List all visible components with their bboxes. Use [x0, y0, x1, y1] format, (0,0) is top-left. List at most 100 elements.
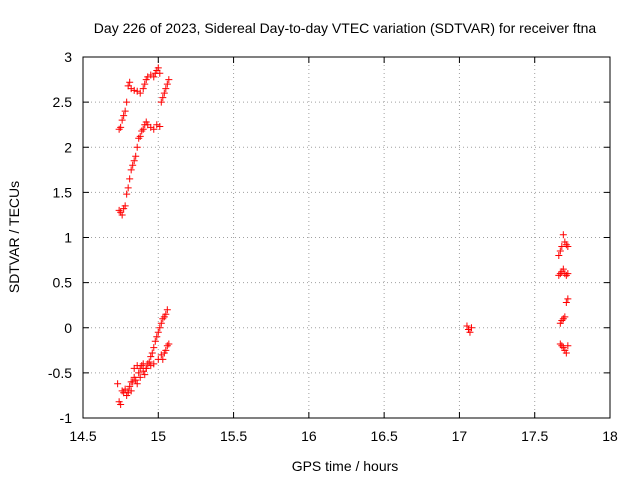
x-tick-label: 18 — [602, 428, 618, 444]
data-point — [162, 85, 170, 93]
data-point — [555, 252, 563, 260]
data-point — [467, 324, 475, 332]
data-point — [153, 121, 161, 129]
y-tick-label: -0.5 — [48, 365, 72, 381]
data-point — [142, 364, 150, 372]
data-point — [564, 295, 572, 303]
x-tick-label: 15.5 — [220, 428, 247, 444]
data-point — [163, 342, 171, 350]
data-point — [130, 157, 138, 165]
data-point — [127, 166, 135, 174]
data-point — [133, 362, 141, 370]
data-point — [148, 349, 156, 357]
data-point — [121, 202, 129, 210]
x-tick-label: 16.5 — [371, 428, 398, 444]
x-tick-label: 15 — [150, 428, 166, 444]
data-point — [147, 362, 155, 370]
data-point — [151, 337, 159, 345]
y-tick-label: -1 — [60, 410, 73, 426]
data-point — [132, 376, 140, 384]
data-point — [159, 315, 167, 323]
data-point — [150, 360, 158, 368]
x-tick-label: 17.5 — [521, 428, 548, 444]
data-point — [120, 112, 128, 120]
data-point — [147, 71, 155, 79]
chart-title: Day 226 of 2023, Sidereal Day-to-day VTE… — [94, 20, 597, 36]
data-point — [139, 360, 147, 368]
data-point — [133, 380, 141, 388]
plot-frame — [82, 56, 611, 419]
data-point — [136, 373, 144, 381]
data-point — [118, 116, 126, 124]
data-point — [556, 247, 564, 255]
data-point — [157, 351, 165, 359]
y-tick-label: 0.5 — [53, 275, 73, 291]
data-point — [165, 340, 173, 348]
data-point — [562, 298, 570, 306]
y-tick-label: 3 — [64, 49, 72, 65]
x-tick-label: 17 — [452, 428, 468, 444]
data-point — [157, 98, 165, 106]
data-point — [129, 161, 137, 169]
y-tick-label: 1.5 — [53, 184, 73, 200]
data-point — [558, 342, 566, 350]
data-point — [154, 64, 162, 72]
data-point — [145, 358, 153, 366]
x-tick-label: 16 — [301, 428, 317, 444]
data-point — [121, 107, 129, 115]
data-point — [163, 80, 171, 88]
data-point — [126, 382, 134, 390]
data-point — [123, 98, 131, 106]
y-tick-label: 0 — [64, 320, 72, 336]
data-point — [136, 132, 144, 140]
data-point — [127, 387, 135, 395]
y-tick-label: 2 — [64, 139, 72, 155]
data-point — [562, 271, 570, 279]
data-point — [559, 315, 567, 323]
data-points — [114, 64, 572, 408]
data-point — [156, 324, 164, 332]
data-point — [157, 319, 165, 327]
x-axis-label: GPS time / hours — [292, 458, 399, 474]
data-point — [117, 123, 125, 131]
data-point — [159, 355, 167, 363]
data-point — [156, 69, 164, 77]
data-point — [133, 87, 141, 95]
data-point — [463, 322, 471, 330]
data-point — [159, 94, 167, 102]
y-axis-ticks: -1 -0.5 0 0.5 1 1.5 2 2.5 3 — [48, 49, 610, 426]
data-point — [118, 387, 126, 395]
data-point — [153, 333, 161, 341]
data-point — [564, 243, 572, 251]
data-point — [150, 73, 158, 81]
data-point — [562, 241, 570, 249]
data-point — [556, 340, 564, 348]
data-point — [114, 380, 122, 388]
data-point — [163, 306, 171, 314]
data-point — [162, 310, 170, 318]
grid-lines — [83, 57, 610, 418]
data-point — [117, 400, 125, 408]
data-point — [132, 152, 140, 160]
data-point — [124, 184, 132, 192]
data-point — [466, 328, 474, 336]
data-point — [156, 122, 164, 130]
data-point — [126, 175, 134, 183]
data-point — [127, 378, 135, 386]
data-point — [147, 123, 155, 131]
data-point — [564, 270, 572, 278]
data-point — [139, 85, 147, 93]
x-tick-label: 14.5 — [69, 428, 96, 444]
data-point — [564, 342, 572, 350]
data-point — [135, 134, 143, 142]
data-point — [121, 385, 129, 393]
data-point — [150, 125, 158, 133]
data-point — [115, 206, 123, 214]
data-point — [136, 89, 144, 97]
data-point — [561, 313, 569, 321]
data-point — [555, 271, 563, 279]
data-point — [115, 125, 123, 133]
data-point — [118, 211, 126, 219]
data-point — [135, 369, 143, 377]
